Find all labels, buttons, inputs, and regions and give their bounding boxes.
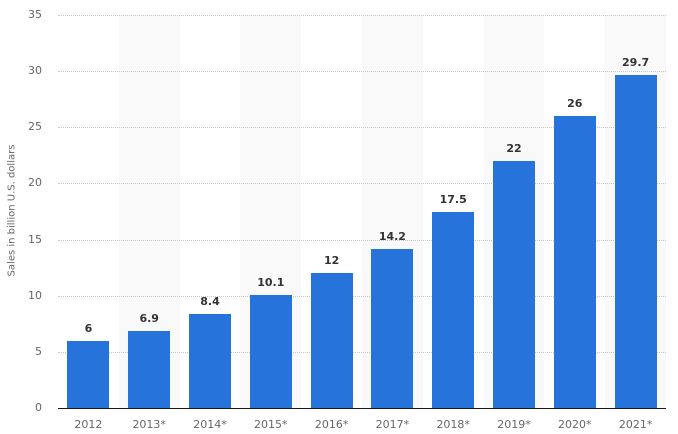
x-tick-label: 2017*: [375, 418, 410, 431]
y-tick-label: 20: [28, 176, 42, 189]
bar-2020: [553, 116, 596, 408]
x-tick-label: 2014*: [193, 418, 227, 431]
bar-2013: [128, 330, 171, 408]
gridline: [58, 352, 666, 353]
gridline: [58, 183, 666, 184]
y-tick-label: 15: [28, 233, 42, 246]
y-tick-label: 35: [28, 8, 42, 21]
value-label: 6.9: [139, 311, 159, 325]
x-tick-label: 2018*: [436, 418, 470, 431]
x-tick-label: 2019*: [497, 418, 531, 431]
gridline: [58, 240, 666, 241]
bar-2019: [493, 160, 535, 408]
bar-2018: [432, 211, 475, 408]
bar-2016: [310, 273, 353, 408]
x-tick-label: 2015*: [254, 418, 288, 431]
value-label: 12: [323, 254, 340, 268]
gridline: [58, 71, 666, 72]
value-label: 29.7: [622, 55, 650, 69]
y-tick-label: 10: [28, 289, 42, 302]
value-label: 10.1: [257, 275, 285, 289]
x-axis-line: [58, 408, 666, 409]
x-tick-label: 2016*: [314, 418, 349, 431]
y-tick-label: 5: [35, 345, 42, 358]
bar-2014: [189, 313, 231, 408]
gridline: [58, 15, 666, 16]
y-tick-label: 30: [28, 64, 42, 77]
bar-2021: [614, 74, 657, 408]
value-label: 14.2: [378, 229, 406, 243]
gridline: [58, 127, 666, 128]
y-axis-label: Sales in billion U.S. dollars: [6, 144, 18, 277]
value-label: 22: [506, 141, 522, 155]
y-tick-label: 0: [35, 401, 42, 414]
x-tick-label: 2012: [74, 418, 103, 431]
bar-2015: [249, 294, 292, 408]
bar-2012: [67, 340, 110, 408]
value-label: 8.4: [200, 294, 220, 308]
value-label: 6: [84, 321, 93, 335]
y-tick-label: 25: [28, 120, 42, 133]
x-tick-label: 2021*: [618, 418, 653, 431]
gridline: [58, 296, 666, 297]
value-label: 26: [567, 97, 583, 111]
x-tick-label: 2020*: [558, 418, 592, 431]
bar-2017: [371, 248, 414, 408]
value-label: 17.5: [439, 192, 467, 206]
x-tick-label: 2013*: [132, 418, 166, 431]
